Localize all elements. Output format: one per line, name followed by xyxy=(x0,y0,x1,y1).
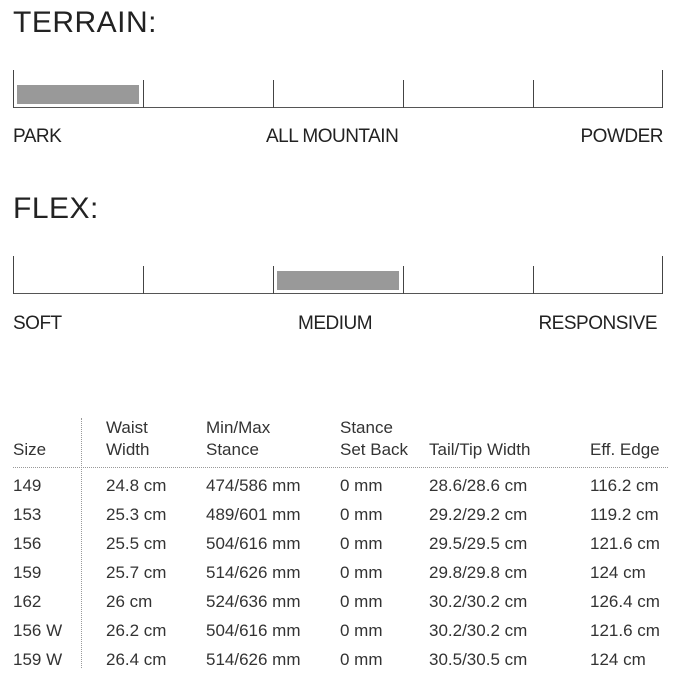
flex-label-soft: SOFT xyxy=(13,313,62,334)
table-cell: 0 mm xyxy=(340,534,383,553)
table-cell: 26.4 cm xyxy=(106,650,167,669)
table-header: Size xyxy=(13,440,47,459)
table-cell: 489/601 mm xyxy=(206,505,301,524)
scale-tick xyxy=(661,70,663,108)
table-cell: 30.2/30.2 cm xyxy=(429,592,528,611)
table-cell: 26 cm xyxy=(106,592,153,611)
scale-tick xyxy=(533,266,535,294)
table-cell: 28.6/28.6 cm xyxy=(429,476,528,495)
table-cell: 514/626 mm xyxy=(206,563,301,582)
table-cell: 30.5/30.5 cm xyxy=(429,650,528,669)
table-cell: 29.8/29.8 cm xyxy=(429,563,528,582)
flex-title: FLEX: xyxy=(13,192,99,225)
table-cell: 0 mm xyxy=(340,621,383,640)
scale-tick xyxy=(403,80,405,108)
table-cell: 126.4 cm xyxy=(590,592,660,611)
table-cell: 116.2 cm xyxy=(590,476,659,495)
table-header: Tail/Tip Width xyxy=(429,440,531,459)
scale-baseline xyxy=(13,106,663,108)
table-cell: 0 mm xyxy=(340,505,383,524)
flex-label-responsive: RESPONSIVE xyxy=(538,313,657,334)
table-cell: 0 mm xyxy=(340,563,383,582)
table-header: Set Back xyxy=(340,440,409,459)
table-cell: 0 mm xyxy=(340,476,383,495)
table-cell: 504/616 mm xyxy=(206,621,301,640)
table-cell: 159 W xyxy=(13,650,63,669)
scale-fill-indicator xyxy=(277,271,399,290)
scale-tick xyxy=(13,256,15,294)
flex-scale xyxy=(13,256,663,294)
terrain-label-park: PARK xyxy=(13,126,62,147)
table-cell: 29.2/29.2 cm xyxy=(429,505,528,524)
scale-tick xyxy=(403,266,405,294)
table-cell: 124 cm xyxy=(590,563,646,582)
terrain-scale xyxy=(13,70,663,108)
table-cell: 524/636 mm xyxy=(206,592,301,611)
terrain-label-powder: POWDER xyxy=(580,126,664,147)
table-cell: 0 mm xyxy=(340,650,383,669)
table-cell: 159 xyxy=(13,563,42,582)
table-cell: 504/616 mm xyxy=(206,534,301,553)
table-cell: 26.2 cm xyxy=(106,621,167,640)
table-cell: 156 W xyxy=(13,621,63,640)
table-cell: 121.6 cm xyxy=(590,534,660,553)
table-cell: 24.8 cm xyxy=(106,476,167,495)
table-header: Eff. Edge xyxy=(590,440,660,459)
scale-tick xyxy=(533,80,535,108)
table-header: Min/Max xyxy=(206,418,271,437)
table-cell: 30.2/30.2 cm xyxy=(429,621,528,640)
table-cell: 153 xyxy=(13,505,42,524)
table-cell: 121.6 cm xyxy=(590,621,660,640)
table-cell: 514/626 mm xyxy=(206,650,301,669)
scale-tick xyxy=(273,266,275,294)
table-cell: 156 xyxy=(13,534,42,553)
terrain-label-all-mountain: ALL MOUNTAIN xyxy=(266,126,399,147)
table-cell: 474/586 mm xyxy=(206,476,301,495)
table-cell: 162 xyxy=(13,592,42,611)
scale-tick xyxy=(13,70,15,108)
flex-label-medium: MEDIUM xyxy=(298,313,373,334)
table-cell: 29.5/29.5 cm xyxy=(429,534,528,553)
table-header: Waist xyxy=(106,418,148,437)
table-cell: 0 mm xyxy=(340,592,383,611)
scale-baseline xyxy=(13,292,663,294)
scale-tick xyxy=(661,256,663,294)
table-cell: 124 cm xyxy=(590,650,646,669)
table-header-divider xyxy=(13,467,668,468)
table-cell: 149 xyxy=(13,476,42,495)
table-header: Stance xyxy=(206,440,259,459)
scale-tick xyxy=(143,266,145,294)
table-header: Stance xyxy=(340,418,393,437)
scale-fill-indicator xyxy=(17,85,139,104)
scale-tick xyxy=(273,80,275,108)
table-header: Width xyxy=(106,440,150,459)
terrain-title: TERRAIN: xyxy=(13,6,158,39)
scale-tick xyxy=(143,80,145,108)
table-cell: 25.3 cm xyxy=(106,505,167,524)
table-cell: 119.2 cm xyxy=(590,505,659,524)
table-column-divider xyxy=(81,418,82,668)
table-cell: 25.7 cm xyxy=(106,563,167,582)
table-cell: 25.5 cm xyxy=(106,534,167,553)
